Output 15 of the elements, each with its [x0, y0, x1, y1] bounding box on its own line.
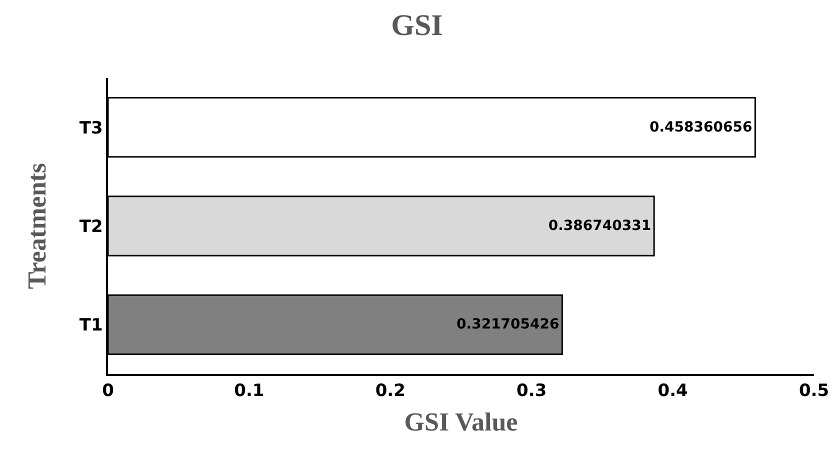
data-label: 0.386740331	[548, 218, 652, 234]
x-tick-label: 0	[102, 381, 114, 402]
x-tick-label: 0.1	[234, 381, 264, 402]
data-label: 0.321705426	[456, 316, 560, 333]
x-axis-title: GSI Value	[404, 407, 518, 436]
data-label: 0.458360656	[649, 119, 752, 136]
y-tick-label: T2	[79, 216, 103, 237]
x-tick-label: 0.5	[798, 381, 830, 402]
chart-title: GSI	[391, 8, 443, 42]
y-axis-title: Treatments	[22, 162, 52, 290]
x-tick-label: 0.2	[375, 381, 406, 402]
x-tick-label: 0.3	[516, 381, 547, 402]
y-tick-label: T1	[79, 316, 103, 336]
x-tick-label: 0.4	[658, 381, 688, 402]
y-tick-label: T3	[79, 118, 103, 138]
